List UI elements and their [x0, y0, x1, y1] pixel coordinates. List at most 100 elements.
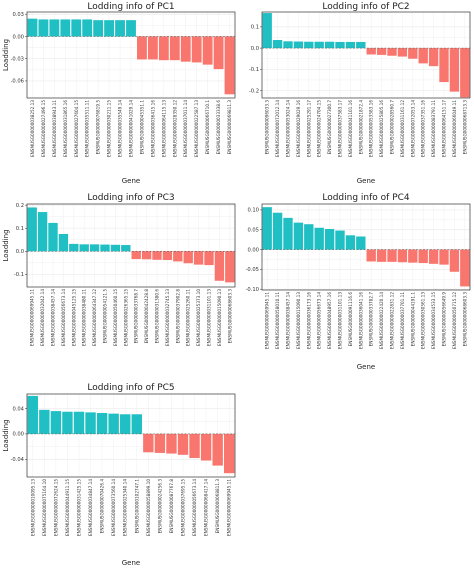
x-tick-label: ENSMUSG00000072624.15: [53, 479, 58, 536]
bar-ENSMUSG00000033768.7: [131, 251, 141, 260]
x-axis-label: Gene: [122, 559, 140, 567]
x-tick-label: ENSMUSG00000064151.17: [442, 100, 447, 157]
x-tick-label: ENSMUSG00000045125.15: [71, 289, 76, 346]
y-tick-label: -0.2: [249, 88, 259, 94]
bar-ENSMUSG00000066710.1: [202, 36, 213, 65]
x-tick-label: ENSMUSG00000025805.16: [379, 100, 384, 157]
x-tick-label: ENSMUSG00000066049.11: [452, 100, 457, 157]
y-tick-label: 0.1: [16, 226, 24, 232]
x-tick-label: ENSMUSG00000069945.11: [265, 292, 270, 349]
bar-ENSMUSG00000037701.11: [397, 249, 408, 263]
x-axis-label: Gene: [357, 363, 375, 371]
x-tick-label: ENSMUSG00000035511.11: [85, 100, 90, 157]
bar-ENSMUSG00000056673.14: [189, 433, 200, 458]
bar-ENSMUSG00000033338.6: [213, 36, 224, 70]
x-tick-label: ENSMUSG00000035549.14: [118, 100, 123, 157]
x-tick-label: ENSMUSG00000069945.11: [30, 289, 35, 346]
x-tick-label: ENSMUSG00000024256.3: [157, 479, 162, 534]
bar-ENSMUSG00000027496.15: [38, 19, 49, 37]
x-tick-label: ENSMUSG00000068417.14: [204, 479, 209, 536]
chart-title: Lodding info of PC4: [322, 193, 410, 203]
chart-title: Lodding info of PC3: [87, 193, 174, 203]
bar-ENSMUSG00000022587.13: [191, 36, 202, 63]
bar-ENSMUSG00000038480.11: [79, 244, 89, 252]
bar-ENSMUSG00000045125.15: [69, 243, 79, 252]
x-tick-label: ENSMUSG00000025340.14: [123, 479, 128, 536]
bar-ENSMUSG00000032745.13: [162, 251, 173, 261]
x-tick-label: ENSMUSG00000102747.1: [134, 479, 139, 534]
bar-ENSMUSG00000075164.10: [39, 409, 50, 434]
x-tick-label: ENSMUSG00000058899.10: [146, 479, 151, 536]
chart-title: Lodding info of PC5: [87, 383, 174, 393]
x-tick-label: ENSMUSG00000021872.4: [358, 100, 363, 155]
y-tick-label: 0.1: [251, 25, 259, 31]
x-tick-label: ENSMUSG00000044911.15: [65, 479, 70, 536]
x-axis-label: Gene: [122, 177, 140, 185]
x-tick-label: ENSMUSG00000044191.1: [410, 292, 415, 347]
bar-ENSMUSG00000037695.15: [177, 433, 189, 455]
y-axis-label: Loadding: [2, 419, 10, 451]
bar-ENSMUSG00000031101.13: [335, 230, 345, 250]
bar-ENSMUSG00000056673.14: [58, 233, 69, 252]
y-axis-label: Loadding: [2, 229, 10, 261]
chart-title: Lodding info of PC2: [322, 2, 409, 12]
bar-ENSMUSG00000064347.12: [89, 244, 100, 252]
bar-ENSMUSG00000056673.14: [314, 227, 324, 250]
bar-ENSMUSG00000031425.15: [73, 411, 85, 434]
bar-ENSMUSG00000034533.15: [428, 249, 439, 264]
bar-ENSMUSG00000036041.16: [356, 236, 366, 250]
plot-background: [27, 394, 235, 477]
x-tick-label: ENSMUSG00000027604.15: [74, 100, 79, 157]
x-tick-label: ENSMUSG00000029029.16: [296, 100, 301, 157]
bar-ENSMUSG00000091116.6: [345, 235, 356, 250]
bar-ENSMUSG00000025373.10: [193, 251, 204, 265]
bar-ENSMUSG00000032042.14: [37, 212, 48, 252]
chart-title: Lodding info of PC1: [87, 2, 174, 12]
x-tick-label: ENSMUSG00000037902.8: [175, 289, 180, 344]
bar-ENSMUSG00000072053.14: [408, 48, 418, 59]
bar-ENSMUSG00000037583.17: [335, 41, 345, 49]
bar-ENSMUSG00000028350.12: [169, 36, 180, 61]
x-tick-label: ENSMUSG00000037695.15: [181, 479, 186, 536]
x-tick-label: ENSMUSG00000068603.3: [462, 292, 467, 347]
bar-ENSMUSG00000058010.11: [272, 212, 283, 250]
x-tick-label: ENSMUSG00000025260.11: [186, 289, 191, 346]
bar-ENSMUSG00000033782.7: [366, 249, 376, 262]
x-tick-label: ENSMUSG00000033338.6: [216, 100, 221, 155]
bar-ENSMUSG00000027300.7: [324, 41, 335, 49]
x-tick-label: ENSMUSG00000056673.14: [61, 289, 66, 346]
x-tick-label: ENSMUSG00000038480.11: [82, 289, 87, 346]
bar-ENSMUSG00000096033.3: [262, 13, 272, 49]
x-tick-label: ENSMUSG00000068811.3: [215, 479, 220, 534]
x-tick-label: ENSMUSG00000031161.12: [400, 100, 405, 157]
x-tick-label: ENSMUSG00000068713.3: [462, 100, 467, 155]
bar-ENSMUSG00000041029.14: [126, 20, 136, 37]
x-tick-label: ENSMUSG00000053024.14: [286, 100, 291, 157]
x-tick-label: ENSMUSG00000069811.3: [227, 100, 232, 155]
bar-ENSMUSG00000069945.11: [27, 207, 37, 252]
y-tick-label: 0.04: [12, 406, 24, 412]
x-tick-label: ENSMUSG00000068603.3: [227, 289, 232, 344]
x-tick-label: ENSMUSG00000037351.16: [421, 100, 426, 157]
bar-ENSMUSG00000045351.1: [137, 36, 147, 60]
x-tick-label: ENSMUSG00000034847.14: [88, 479, 93, 536]
bar-ENSMUSG00000038252.13: [27, 18, 38, 37]
bar-ENSMUSG00000031101.13: [204, 251, 214, 266]
x-tick-label: ENSMUSG00000038457.14: [51, 289, 56, 346]
bar-ENSMUSG00000069945.11: [224, 433, 235, 474]
bar-ENSMUSG00000027604.15: [71, 19, 82, 37]
x-tick-label: ENSMUSG00000034533.15: [431, 292, 436, 349]
bar-ENSMUSG00000021872.4: [356, 41, 366, 49]
chart-panel-pc1: 0.03 0.00 -0.03 -0.06 ENSMUSG00000038252.13 E…: [2, 2, 236, 185]
bar-ENSMUSG00000022831.12: [387, 249, 397, 262]
x-tick-label: ENSMUSG00000022420.14: [379, 292, 384, 349]
x-tick-label: ENSMUSG00000031425.15: [77, 479, 82, 536]
x-tick-label: ENSMUSG00000070426.4: [100, 479, 105, 534]
x-tick-label: ENSMUSG00000042428.8: [144, 289, 149, 344]
y-tick-label: 0.2: [16, 203, 24, 209]
chart-panel-pc5: 0.04 0.00 -0.04 ENSMUSG00000010095.13 ENSMUS…: [2, 383, 236, 567]
x-tick-label: ENSMUSG00000064115.13: [161, 100, 166, 157]
x-tick-label: ENSMUSG00000038943.11: [52, 100, 57, 157]
bar-ENSMUSG00000083791.11: [428, 48, 439, 67]
bar-ENSMUSG00000066049.11: [449, 48, 460, 92]
